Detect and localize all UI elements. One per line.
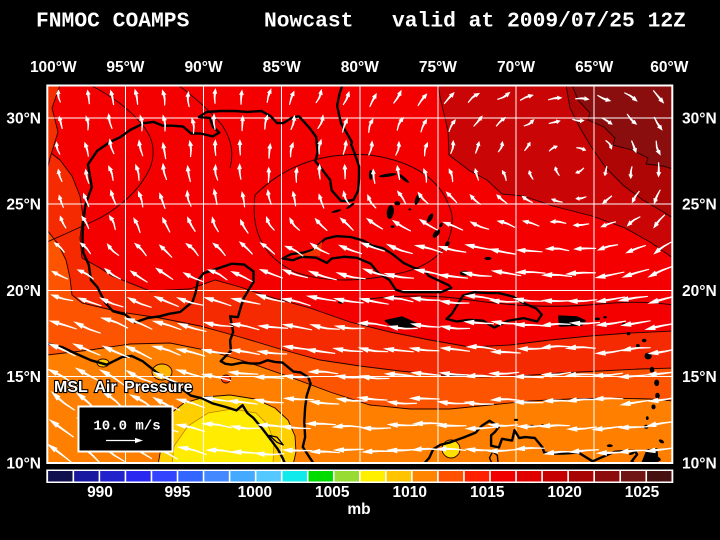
svg-text:1025: 1025 bbox=[625, 484, 660, 501]
svg-text:1000: 1000 bbox=[238, 484, 272, 501]
svg-text:20°N: 20°N bbox=[6, 283, 41, 300]
svg-text:80°W: 80°W bbox=[341, 59, 379, 76]
svg-text:30°N: 30°N bbox=[682, 110, 717, 127]
svg-text:60°W: 60°W bbox=[650, 59, 688, 76]
svg-text:20°N: 20°N bbox=[682, 283, 717, 300]
svg-text:1020: 1020 bbox=[547, 484, 581, 501]
svg-text:10°N: 10°N bbox=[6, 456, 41, 473]
svg-text:85°W: 85°W bbox=[263, 59, 301, 76]
svg-text:90°W: 90°W bbox=[185, 59, 223, 76]
svg-text:15°N: 15°N bbox=[6, 369, 41, 386]
svg-text:70°W: 70°W bbox=[497, 59, 535, 76]
svg-text:75°W: 75°W bbox=[419, 59, 457, 76]
svg-text:25°N: 25°N bbox=[6, 197, 41, 214]
svg-text:10°N: 10°N bbox=[682, 456, 717, 473]
svg-text:FNMOC COAMPS: FNMOC COAMPS bbox=[36, 10, 190, 34]
svg-text:10.0 m/s: 10.0 m/s bbox=[93, 419, 160, 435]
svg-text:1015: 1015 bbox=[470, 484, 505, 501]
svg-text:95°W: 95°W bbox=[106, 59, 144, 76]
svg-text:65°W: 65°W bbox=[575, 59, 613, 76]
svg-text:990: 990 bbox=[87, 484, 113, 501]
svg-text:995: 995 bbox=[164, 484, 190, 501]
svg-text:1005: 1005 bbox=[315, 484, 350, 501]
svg-text:100°W: 100°W bbox=[30, 59, 77, 76]
svg-text:mb: mb bbox=[347, 501, 370, 518]
svg-text:15°N: 15°N bbox=[682, 369, 717, 386]
svg-text:MSL Air Pressure: MSL Air Pressure bbox=[54, 379, 193, 396]
svg-text:25°N: 25°N bbox=[682, 197, 717, 214]
svg-text:Nowcast: Nowcast bbox=[264, 10, 353, 34]
svg-text:1010: 1010 bbox=[392, 484, 426, 501]
svg-text:30°N: 30°N bbox=[6, 110, 41, 127]
svg-text:valid at 2009/07/25 12Z: valid at 2009/07/25 12Z bbox=[392, 10, 686, 34]
